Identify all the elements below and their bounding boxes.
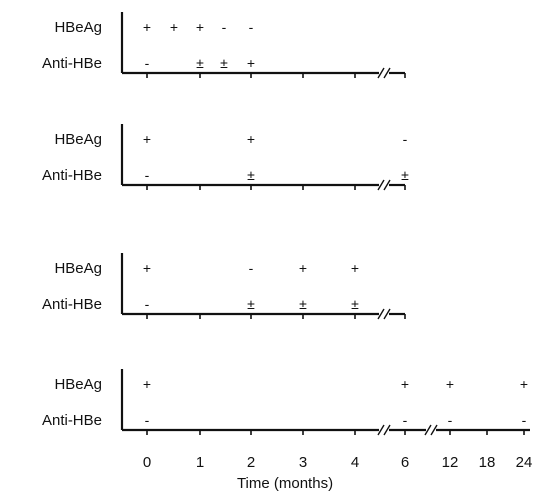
anti-hbe-result: + (247, 55, 255, 71)
axis-break-mark (424, 424, 432, 436)
anti-hbe-result: - (448, 412, 453, 428)
x-axis-label: Time (months) (237, 475, 333, 492)
hbeag-result: - (222, 19, 227, 35)
axis-break-mark (377, 179, 385, 191)
hbeag-result: + (446, 376, 454, 392)
anti-hbe-result: ± (196, 55, 204, 71)
x-tick-label: 4 (351, 454, 359, 471)
hbeag-result: + (351, 260, 359, 276)
anti-hbe-result: - (145, 55, 150, 71)
hbeag-result: - (249, 260, 254, 276)
anti-hbe-result: ± (247, 167, 255, 183)
axis-break-mark (430, 424, 438, 436)
axis-break-mark (383, 308, 391, 320)
hbeag-result: + (196, 19, 204, 35)
axis-break-mark (377, 67, 385, 79)
hbeag-result: + (247, 131, 255, 147)
anti-hbe-result: ± (351, 296, 359, 312)
panel-1: HBeAg Anti-HBe + + + - - - ± ± + (42, 12, 406, 79)
hbeag-result: - (249, 19, 254, 35)
x-tick-label: 1 (196, 454, 204, 471)
axis-break-mark (377, 424, 385, 436)
row-label-hbeag: HBeAg (54, 260, 102, 277)
hbeag-result: - (403, 131, 408, 147)
hbeag-result: + (520, 376, 528, 392)
hbeag-result: + (143, 260, 151, 276)
x-tick-label: 12 (442, 454, 459, 471)
hbeag-result: + (401, 376, 409, 392)
anti-hbe-result: ± (220, 55, 228, 71)
x-tick-label: 2 (247, 454, 255, 471)
axis-break-mark (383, 179, 391, 191)
row-label-anti-hbe: Anti-HBe (42, 412, 102, 429)
x-tick-label: 3 (299, 454, 307, 471)
hbeag-result: + (143, 131, 151, 147)
anti-hbe-result: - (522, 412, 527, 428)
panel-4: HBeAg Anti-HBe + + + + - - - - (42, 369, 530, 436)
axis-break-mark (383, 424, 391, 436)
row-label-anti-hbe: Anti-HBe (42, 55, 102, 72)
anti-hbe-result: - (403, 412, 408, 428)
x-tick-label: 18 (479, 454, 496, 471)
row-label-anti-hbe: Anti-HBe (42, 167, 102, 184)
hbeag-result: + (299, 260, 307, 276)
axis-break-mark (383, 67, 391, 79)
x-tick-label: 24 (516, 454, 533, 471)
panel-3: HBeAg Anti-HBe + - + + - ± ± ± (42, 253, 406, 320)
panel-2: HBeAg Anti-HBe + + - - ± ± (42, 124, 409, 191)
hbeag-result: + (143, 376, 151, 392)
axis-break-mark (377, 308, 385, 320)
row-label-hbeag: HBeAg (54, 131, 102, 148)
anti-hbe-result: - (145, 412, 150, 428)
x-tick-label: 0 (143, 454, 151, 471)
row-label-hbeag: HBeAg (54, 376, 102, 393)
hbeag-result: + (170, 19, 178, 35)
anti-hbe-result: ± (299, 296, 307, 312)
row-label-anti-hbe: Anti-HBe (42, 296, 102, 313)
x-axis: 0 1 2 3 4 6 12 18 24 Time (months) (143, 454, 533, 492)
hbeag-result: + (143, 19, 151, 35)
x-tick-label: 6 (401, 454, 409, 471)
anti-hbe-result: ± (401, 167, 409, 183)
row-label-hbeag: HBeAg (54, 19, 102, 36)
anti-hbe-result: - (145, 296, 150, 312)
anti-hbe-result: ± (247, 296, 255, 312)
anti-hbe-result: - (145, 167, 150, 183)
